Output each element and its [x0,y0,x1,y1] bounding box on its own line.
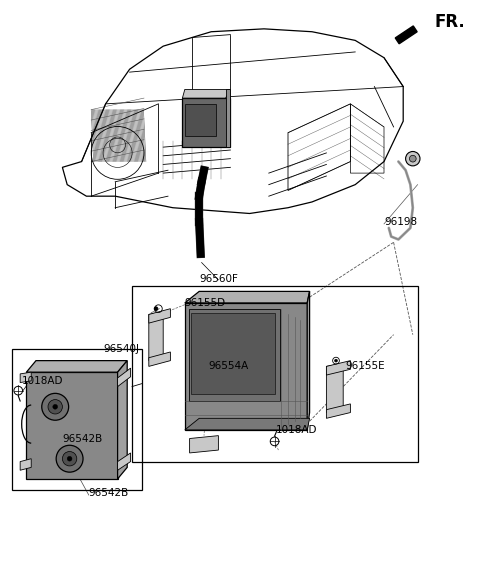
Text: 1018AD: 1018AD [22,376,63,386]
Bar [185,104,216,136]
Circle shape [154,307,158,310]
Bar [12,349,142,490]
Polygon shape [20,459,31,470]
Polygon shape [20,372,31,383]
Circle shape [48,400,62,414]
Circle shape [53,404,58,409]
Polygon shape [226,89,230,147]
Text: 96554A: 96554A [209,361,249,372]
Text: 96542B: 96542B [89,488,129,499]
Polygon shape [326,361,350,375]
Bar [185,303,307,430]
Polygon shape [182,89,230,98]
Polygon shape [149,352,170,366]
Circle shape [406,152,420,166]
Polygon shape [190,436,218,453]
Bar [191,313,275,394]
Polygon shape [149,312,163,361]
Text: 96542B: 96542B [62,433,103,444]
Polygon shape [26,372,118,479]
Polygon shape [118,361,127,479]
Text: 96155D: 96155D [185,298,226,308]
Polygon shape [326,404,350,418]
Text: 1018AD: 1018AD [276,425,317,435]
Circle shape [335,359,337,362]
Circle shape [42,394,69,420]
Polygon shape [307,291,310,430]
Polygon shape [118,368,131,387]
Text: 96198: 96198 [384,217,417,227]
Polygon shape [185,291,310,303]
Polygon shape [185,418,310,430]
Bar [132,286,418,462]
Bar [189,309,280,401]
Bar [182,98,230,147]
Polygon shape [149,309,170,323]
Polygon shape [326,364,343,413]
Text: 96560F: 96560F [199,273,238,284]
Text: 96540J: 96540J [103,344,139,354]
Text: 96155E: 96155E [346,361,385,372]
Circle shape [67,456,72,461]
Circle shape [56,445,83,472]
FancyArrow shape [395,26,417,44]
Text: FR.: FR. [434,13,465,31]
Circle shape [409,155,416,162]
Polygon shape [118,453,131,470]
Circle shape [62,452,77,466]
Polygon shape [26,361,127,372]
